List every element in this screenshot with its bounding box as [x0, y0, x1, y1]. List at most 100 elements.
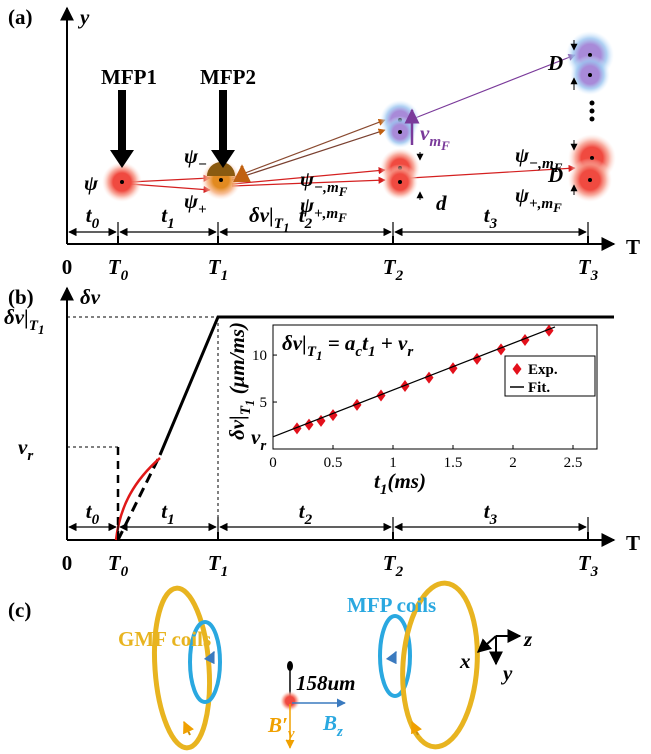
z-label: z	[523, 627, 533, 651]
text-part: 0	[121, 268, 129, 284]
interval-label: t3	[484, 499, 498, 528]
interval-label: t2	[299, 203, 313, 232]
text-part: t	[299, 499, 306, 523]
text-part: ψ	[184, 189, 199, 213]
panel-label: (b)	[8, 285, 34, 309]
text-part: (μm/ms)	[225, 322, 249, 400]
text-part: ψ	[515, 183, 530, 207]
trajectory	[129, 183, 211, 194]
bz-label: Bz	[322, 711, 343, 740]
text-part: T	[578, 551, 592, 575]
x-label: x	[459, 649, 471, 673]
text-part: B	[322, 711, 337, 735]
text-part: ψ	[300, 167, 315, 191]
text-part: +,m	[529, 196, 553, 212]
text-part: v	[420, 121, 430, 145]
data-point	[544, 324, 554, 337]
text-part: F	[338, 184, 348, 199]
text-part: 3	[590, 564, 599, 580]
mfp-coil	[378, 614, 412, 698]
x-tick-label: 2	[509, 455, 517, 471]
panel-label: (c)	[8, 598, 31, 622]
text-part: 1	[316, 348, 323, 363]
interval-label: t1	[161, 203, 174, 232]
text-part: T	[108, 551, 122, 575]
acceleration-curve	[114, 457, 161, 541]
legend-label: Exp.	[528, 362, 558, 378]
x-tick-label: 1	[389, 455, 397, 471]
inset-background	[225, 322, 600, 492]
D-label: D	[547, 51, 563, 75]
text-part: T	[29, 318, 39, 334]
trajectory	[231, 128, 386, 181]
y-axis-label: δv|T1 (μm/ms)	[225, 322, 257, 440]
text-part: 1	[38, 322, 45, 337]
x-tick-label: 0	[269, 455, 277, 471]
interval-label: t2	[299, 499, 313, 528]
current-arrow	[203, 650, 215, 665]
split-cap	[207, 162, 235, 176]
time-label: T2	[383, 255, 404, 284]
y-tick-label: 10	[252, 348, 267, 364]
text-part: y	[286, 726, 295, 742]
text-part: +,m	[314, 206, 338, 222]
text-part: ψ	[300, 193, 315, 217]
blob-center	[120, 180, 124, 184]
text-part: 1	[283, 220, 290, 235]
text-part: T	[208, 255, 222, 279]
ellipsis-dot	[589, 108, 595, 114]
blob-center	[398, 130, 402, 134]
atom-cloud	[280, 691, 300, 711]
text-part: r	[260, 438, 266, 454]
time-label: T1	[208, 551, 228, 580]
text-part: 2	[304, 216, 313, 232]
x-tick-label: 2.5	[564, 455, 583, 471]
D-label: D	[547, 163, 563, 187]
text-part: t	[362, 331, 369, 355]
ellipsis-dot	[589, 116, 595, 122]
mfp2-label: MFP2	[200, 65, 256, 89]
current-arrow	[411, 720, 422, 736]
text-part: + v	[376, 331, 408, 355]
mfp-coil	[188, 620, 222, 704]
text-part: T	[108, 255, 122, 279]
x-axis	[476, 635, 497, 653]
text-part: z	[336, 724, 343, 740]
fit-line	[272, 326, 556, 438]
interval-label: t0	[86, 203, 100, 232]
time-label: 0	[62, 551, 73, 575]
dv-label: δv|T1	[249, 203, 289, 235]
interval-label: t3	[484, 203, 498, 232]
current-arrow	[385, 650, 397, 665]
text-part: 2	[395, 564, 404, 580]
dv-level-label: δv|T1	[4, 305, 44, 337]
mfp1-label: MFP1	[101, 65, 157, 89]
text-part: T	[578, 255, 592, 279]
text-part: t	[86, 203, 93, 227]
text-part: B′	[267, 713, 288, 737]
interval-label: t1	[161, 499, 174, 528]
plot-frame	[272, 324, 598, 450]
text-part: 0	[121, 564, 129, 580]
text-part: δv|	[4, 305, 29, 329]
text-part: c	[355, 344, 362, 360]
text-part: δv|	[225, 415, 249, 440]
text-part: T	[238, 405, 254, 415]
text-part: δv|	[249, 203, 274, 227]
text-part: F	[440, 138, 450, 153]
by-label: B′y	[267, 713, 295, 742]
y-tick-label: 5	[260, 395, 268, 411]
text-part: ψ	[184, 144, 199, 168]
y-axis-label: y	[77, 5, 90, 29]
ellipsis-dot	[589, 100, 595, 106]
psi-plus-mf-label: ψ+,mF	[515, 183, 562, 215]
text-part: t	[484, 499, 491, 523]
gmf-coil	[151, 585, 213, 751]
text-part: 1	[380, 482, 388, 498]
text-part: 2	[304, 512, 313, 528]
text-part: 1	[221, 564, 229, 580]
mfp-arrow	[110, 90, 134, 168]
psi-minus-label: ψ−	[184, 144, 207, 173]
